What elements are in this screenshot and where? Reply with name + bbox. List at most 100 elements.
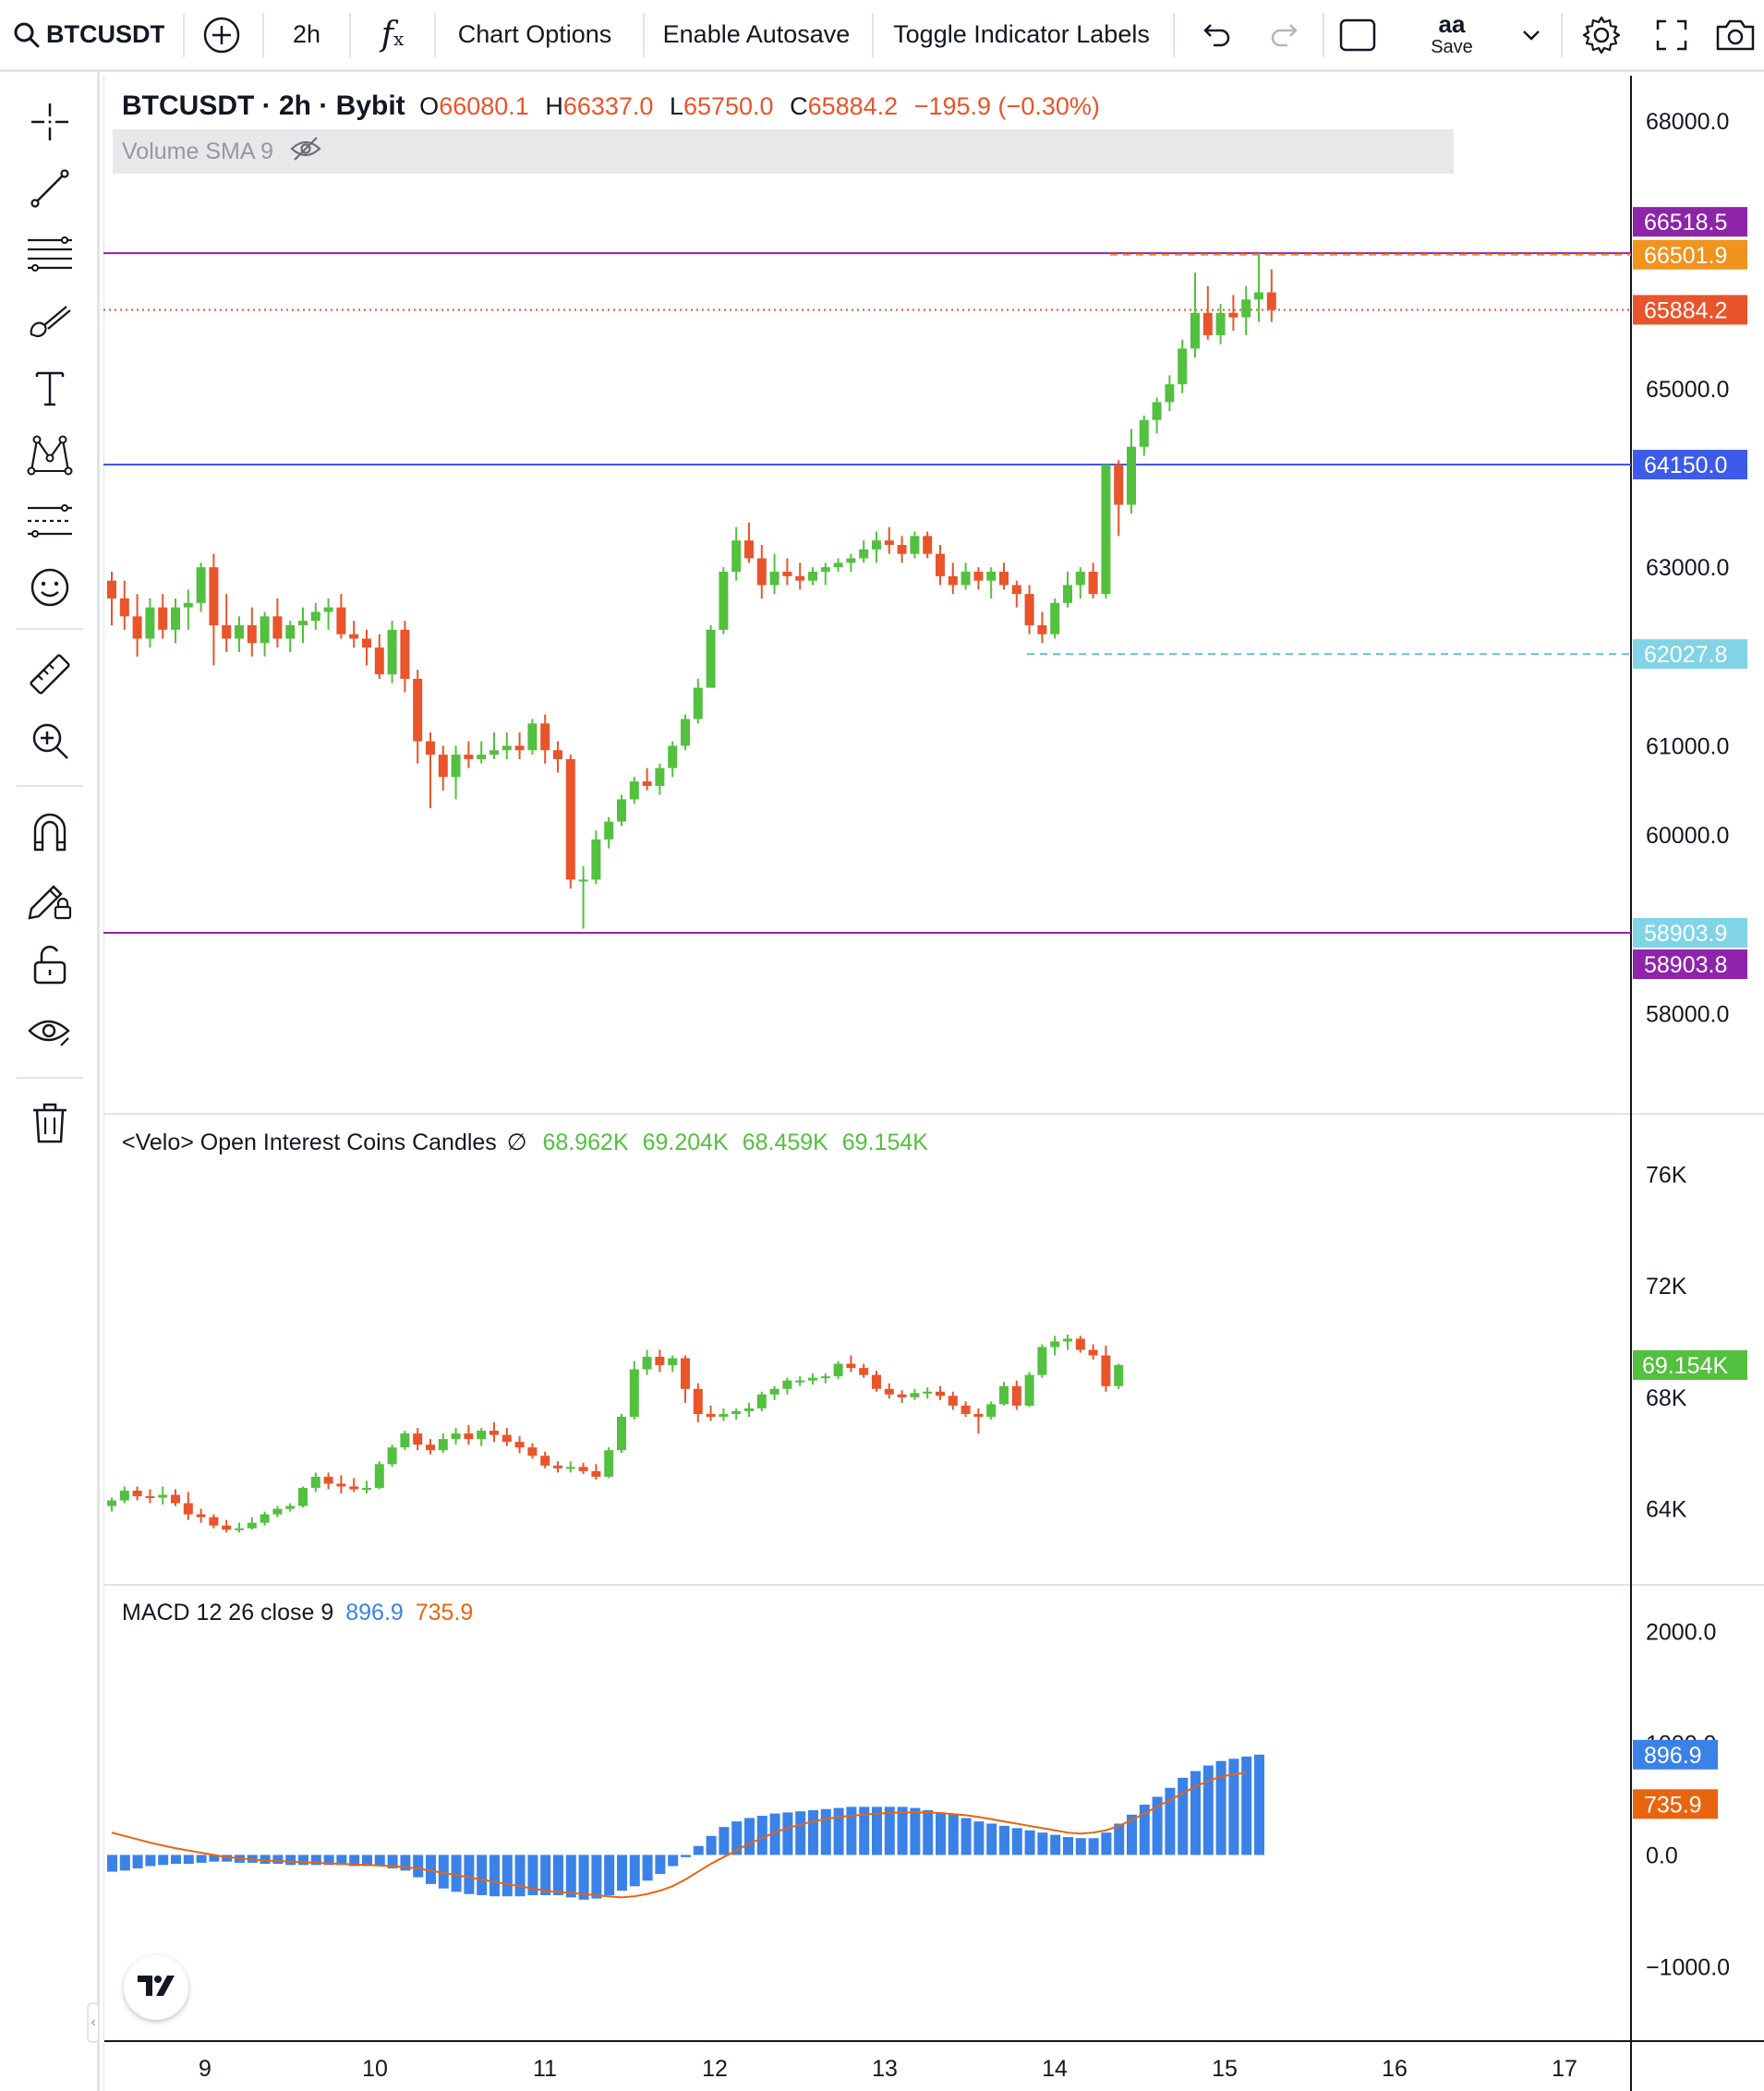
oi-candle [489,1431,499,1435]
oi-candle [999,1385,1009,1405]
macd-histogram-bar [1037,1832,1048,1855]
lock-all-drawings-tool[interactable] [20,935,79,994]
lock-drawing-mode-tool[interactable] [20,868,79,927]
eye-hidden-icon[interactable] [290,136,321,168]
price-candle [362,638,371,648]
price-candle [756,558,767,586]
legend-open: 66080.1 [439,92,529,120]
price-candle [655,768,665,786]
price-candle [477,755,487,759]
macd-tick-label: 2000.0 [1646,1619,1716,1645]
oi-tick-label: 72K [1646,1274,1687,1299]
icon-tool[interactable] [20,558,79,617]
fib-retracement-tool[interactable] [20,225,79,284]
toggle-indicator-labels-button[interactable]: Toggle Indicator Labels [893,20,1150,48]
save-button[interactable]: aa Save [1406,0,1498,69]
pattern-tool[interactable] [20,425,79,484]
price-candle [298,621,308,625]
trend-line-tool[interactable] [20,159,79,218]
fullscreen-button[interactable] [1646,0,1698,69]
oi-candle [540,1456,550,1466]
oi-candle [961,1405,971,1414]
macd-histogram-bar [795,1811,806,1855]
zoom-in-tool[interactable] [20,711,79,770]
oi-candle [884,1388,894,1395]
price-tag-label: 58903.9 [1644,921,1727,947]
text-tool[interactable] [20,358,79,417]
gear-icon [1581,15,1622,55]
save-menu-dropdown[interactable] [1511,0,1552,69]
remove-drawings-tool[interactable] [20,1094,79,1153]
price-candle [1202,312,1213,335]
oi-candle [349,1486,359,1490]
macd-signal-line [111,1771,1247,1899]
tradingview-logo[interactable] [124,1955,188,2020]
hide-drawings-tool[interactable] [20,1001,79,1060]
macd-histogram-bar [196,1855,207,1863]
interval-button[interactable]: 2h [292,20,321,48]
undo-button[interactable] [1191,0,1239,69]
macd-histogram-bar [285,1855,296,1866]
crosshair-tool[interactable] [20,92,79,151]
price-candle [426,741,435,755]
collapse-toolbar-handle[interactable]: ‹ [87,2002,100,2043]
macd-histogram-bar [719,1827,730,1855]
oi-candle [438,1439,448,1451]
magnet-tool[interactable] [20,802,79,861]
chart-area[interactable]: 58000.0 60000.0 61000.0 63000.0 65000.0 68000… [103,76,1764,2091]
chart-options-button[interactable]: Chart Options [457,20,612,48]
macd-histogram-bar [540,1855,551,1895]
measure-tool[interactable] [20,645,79,704]
brush-tool[interactable] [20,292,79,351]
oi-candle [477,1431,487,1440]
price-candle [1254,292,1263,300]
text-icon [35,371,65,406]
compare-symbol-button[interactable] [194,0,249,69]
macd-histogram-bar [999,1825,1009,1855]
layout-button[interactable] [1334,0,1382,69]
price-candle [1050,602,1060,635]
legend-close-label: C [790,92,808,120]
oi-candle [693,1388,703,1414]
redo-button[interactable] [1262,0,1310,69]
macd-histogram-bar [808,1809,818,1855]
brush-icon [30,306,71,338]
macd-histogram-bar [629,1855,640,1887]
settings-button[interactable] [1576,0,1627,69]
oi-candle [808,1377,817,1381]
price-candle [1165,384,1175,403]
oi-candle [464,1433,474,1440]
time-tick-label: 16 [1382,2056,1408,2082]
oi-legend-title[interactable]: <Velo> Open Interest Coins Candles [122,1130,497,1155]
macd-histogram-bar [298,1855,308,1866]
symbol-search[interactable]: BTCUSDT [13,0,175,69]
macd-histogram-bar [1075,1838,1086,1855]
crosshair-icon [31,103,68,140]
oi-candle [132,1490,142,1497]
oi-candle [668,1358,678,1366]
price-candle [553,750,562,759]
macd-legend-title[interactable]: MACD 12 26 close 9 [122,1600,334,1626]
screenshot-button[interactable] [1714,0,1764,69]
indicators-button[interactable]: fx [362,0,423,69]
macd-histogram-bar [132,1855,143,1868]
time-tick-label: 10 [362,2056,388,2082]
prediction-tool[interactable] [20,491,79,550]
macd-histogram-bar [897,1807,908,1855]
price-candle [565,758,575,880]
oi-candle [973,1413,984,1417]
enable-autosave-button[interactable]: Enable Autosave [662,20,851,48]
chart-canvas[interactable]: 58000.0 60000.0 61000.0 63000.0 65000.0 68000… [103,76,1764,2091]
legend-title[interactable]: BTCUSDT · 2h · Bybit [122,91,405,121]
oi-candle [948,1396,958,1406]
time-tick-label: 12 [702,2056,728,2082]
macd-histogram-bar [489,1855,500,1897]
price-candle [820,567,830,573]
macd-histogram-bar [514,1855,526,1897]
macd-histogram-bar [565,1855,576,1898]
volume-indicator-legend[interactable]: Volume SMA 9 [113,129,1454,174]
macd-histogram-bar [846,1807,857,1855]
oi-candle [298,1487,308,1506]
oi-candle [501,1434,512,1443]
macd-histogram-bar [591,1855,602,1899]
